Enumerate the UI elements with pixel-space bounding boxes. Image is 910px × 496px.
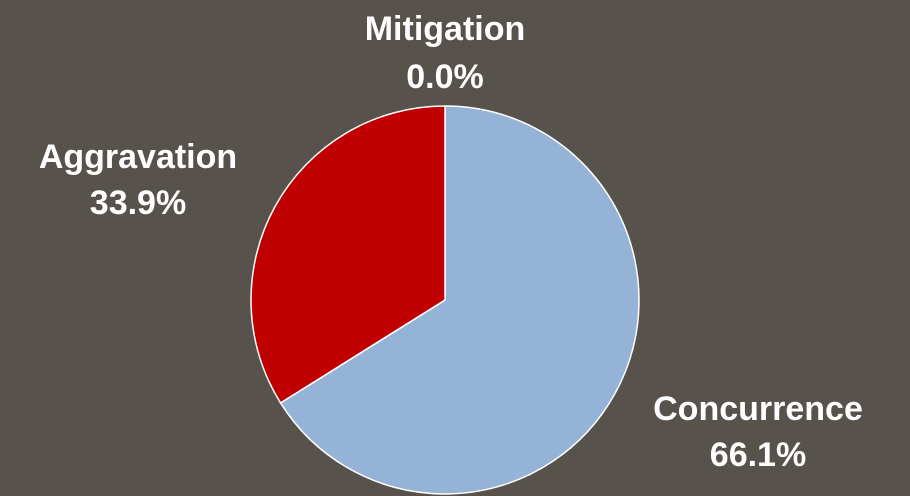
slice-label-concurrence: Concurrence: [653, 390, 863, 428]
slice-value-mitigation: 0.0%: [406, 58, 484, 96]
pie-slice-concurrence: [279, 105, 640, 495]
pie-slices: [250, 105, 640, 495]
slice-value-concurrence: 66.1%: [710, 436, 806, 474]
pie-labels: Concurrence 66.1% Mitigation 0.0% Aggravatio…: [39, 10, 863, 474]
slice-label-mitigation: Mitigation: [365, 10, 526, 48]
pie-slice-aggravation: [250, 105, 446, 404]
slice-value-aggravation: 33.9%: [90, 184, 186, 222]
slice-label-aggravation: Aggravation: [39, 138, 237, 176]
